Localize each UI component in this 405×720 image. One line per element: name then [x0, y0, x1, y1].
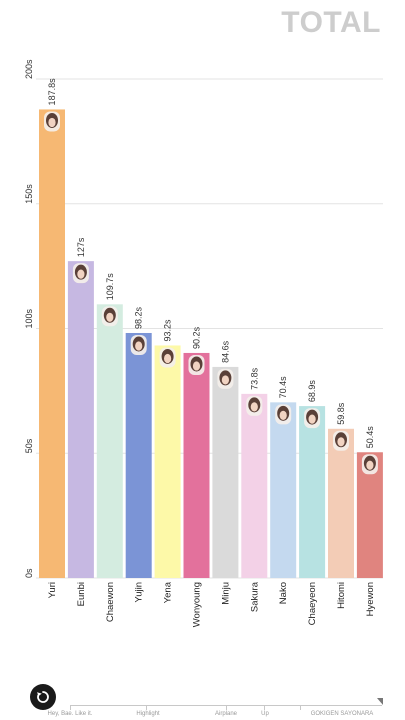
y-tick-label: 200s: [24, 59, 34, 79]
value-label: 59.8s: [336, 402, 346, 425]
value-label: 84.6s: [220, 340, 230, 363]
timeline-song-label: Airplane: [214, 711, 238, 717]
bar-chart: 0s 50s 100s 150s 200s 187.8s 127s 109.7s 98.2s 9…: [24, 59, 383, 627]
y-tick-label: 50s: [24, 438, 34, 453]
member-avatar: [246, 395, 263, 416]
category-label: Sakura: [249, 581, 260, 612]
category-label: Hitomi: [336, 582, 347, 609]
timeline-song-label: Highlight: [136, 711, 160, 717]
timeline-tick: [300, 705, 301, 710]
bar-eunbi: [67, 261, 94, 578]
timeline-bar: Hey, Bae. Like it. Highlight Airplane Up…: [0, 676, 405, 720]
value-label: 70.4s: [278, 376, 288, 399]
bar-hitomi: [328, 428, 354, 578]
value-label: 90.2s: [192, 326, 202, 349]
timeline-tick: [264, 705, 265, 710]
category-label: Yuri: [47, 582, 58, 598]
bar-yuri: [39, 109, 65, 579]
member-avatar: [130, 334, 147, 355]
category-label: Yujin: [134, 582, 145, 603]
timeline-song-label: GOKIGEN SAYONARA: [310, 711, 374, 717]
category-label: Chaeyeon: [307, 582, 318, 625]
timeline-tick: [146, 705, 147, 710]
member-avatar: [188, 354, 205, 375]
member-avatar: [72, 263, 89, 284]
value-label: 98.2s: [134, 306, 144, 329]
member-avatar: [217, 368, 234, 389]
bar-minju: [212, 366, 239, 578]
category-label: Nako: [278, 582, 289, 604]
timeline-song-label: Hey, Bae. Like it.: [47, 711, 93, 717]
timeline-song-label: Up: [261, 711, 269, 717]
bars: [39, 109, 383, 579]
value-label: 73.8s: [249, 367, 259, 390]
member-avatar: [159, 347, 176, 368]
value-label: 187.8s: [47, 78, 57, 106]
replay-icon: [37, 691, 49, 703]
member-avatar: [304, 408, 321, 429]
y-axis-ticks: 0s 50s 100s 150s 200s: [24, 59, 34, 578]
category-label: Wonyoung: [192, 582, 203, 627]
bar-yena: [154, 345, 181, 578]
value-label: 50.4s: [365, 426, 375, 449]
category-label: Eunbi: [76, 582, 87, 606]
bar-nako: [270, 402, 297, 578]
member-avatar: [44, 111, 60, 132]
member-avatar: [275, 404, 292, 425]
bar-chaewon: [96, 304, 123, 578]
category-label: Hyewon: [365, 582, 376, 616]
y-tick-label: 0s: [24, 568, 34, 578]
bar-yujin: [125, 332, 152, 578]
timeline-tick: [226, 705, 227, 710]
x-axis-labels: Yuri Eunbi Chaewon Yujin Yena Wonyoung Minju Sa…: [47, 581, 376, 627]
y-tick-label: 100s: [24, 308, 34, 328]
member-avatar: [101, 306, 118, 327]
category-label: Chaewon: [105, 582, 116, 622]
value-label: 109.7s: [105, 273, 115, 301]
category-label: Yena: [163, 581, 174, 603]
category-label: Minju: [220, 582, 231, 605]
member-avatar: [361, 454, 378, 475]
chart-title: TOTAL: [281, 6, 381, 39]
member-avatar: [333, 430, 349, 451]
value-labels: 187.8s 127s 109.7s 98.2s 93.2s 90.2s 84.6s 73.8…: [47, 78, 375, 448]
bar-sakura: [241, 393, 268, 578]
value-label: 93.2s: [163, 319, 173, 342]
timeline-handle[interactable]: [377, 698, 383, 705]
timeline-tick: [70, 705, 71, 710]
bar-wonyoung: [183, 352, 210, 578]
value-label: 127s: [76, 237, 86, 257]
y-tick-label: 150s: [24, 184, 34, 204]
bar-chaeyeon: [299, 406, 326, 578]
replay-button[interactable]: [30, 684, 56, 710]
value-label: 68.9s: [307, 380, 317, 403]
